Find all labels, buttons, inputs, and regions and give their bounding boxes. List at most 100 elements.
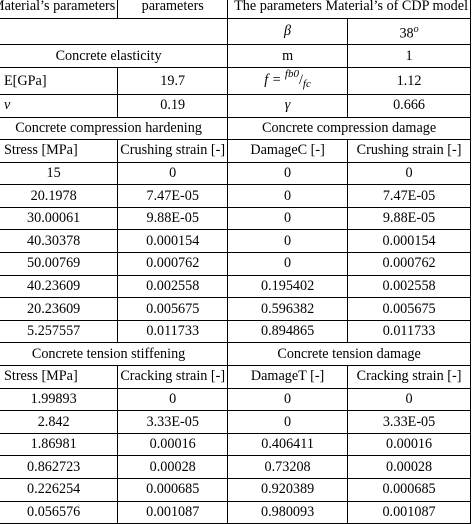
- table-cell: 0.980093: [227, 500, 349, 524]
- table-cell: 0.011733: [347, 319, 472, 344]
- table-cell: 0.011733: [117, 319, 229, 344]
- table-cell: 0.00028: [347, 455, 472, 480]
- table-row: 30.00061 9.88E-05 0 9.88E-05: [0, 206, 472, 231]
- table-cell: 0.056576: [0, 500, 119, 524]
- empty-cell: [0, 17, 118, 46]
- col-header: Cracking strain [-]: [347, 365, 472, 389]
- table-cell: 0: [347, 387, 472, 412]
- table-cell: 0.005675: [117, 297, 229, 321]
- nu-row: ν 0.19 γ 0.666: [0, 93, 472, 118]
- table-cell: 0.000762: [117, 252, 229, 276]
- table-row: 0.862723 0.00028 0.73208 0.00028: [0, 455, 472, 480]
- table-cell: 0.00016: [117, 432, 229, 457]
- table-row: 0.226254 0.000685 0.920389 0.000685: [0, 478, 472, 502]
- table-cell: 0: [227, 387, 349, 412]
- table-cell: 0.00016: [347, 432, 472, 457]
- table-cell: 0.002558: [347, 274, 472, 299]
- col-header: Stress [MPa]: [0, 139, 119, 163]
- col-header: DamageC [-]: [227, 139, 349, 163]
- table-cell: 0.000685: [347, 478, 472, 502]
- table-cell: 0.00028: [117, 455, 229, 480]
- table-cell: 0.001087: [347, 500, 472, 524]
- table-cell: 0.862723: [0, 455, 119, 480]
- header-row: Material’s parameters parameters The par…: [0, 0, 472, 19]
- table-cell: 0.000154: [347, 229, 472, 254]
- table-cell: 0: [117, 387, 229, 412]
- table-cell: 0.005675: [347, 297, 472, 321]
- table-cell: 0.000762: [347, 252, 472, 276]
- table-cell: 0.596382: [227, 297, 349, 321]
- f-lhs: f =: [264, 72, 285, 89]
- e-row: E[GPa] 19.7 f = fb0/fc 1.12: [0, 66, 472, 95]
- table-cell: 0.226254: [0, 478, 119, 502]
- concrete-elasticity-label: Concrete elasticity: [0, 44, 229, 68]
- table-cell: 0.000685: [117, 478, 229, 502]
- gamma-value: 0.666: [347, 93, 472, 118]
- table-cell: 0.920389: [227, 478, 349, 502]
- tension-stiffening-title: Concrete tension stiffening: [0, 342, 229, 367]
- f-slash: /: [298, 72, 303, 89]
- beta-number: 38: [399, 25, 414, 42]
- col-header: Crushing strain [-]: [117, 139, 229, 163]
- table-cell: 0.73208: [227, 455, 349, 480]
- nu-value: 0.19: [117, 93, 229, 118]
- e-value: 19.7: [117, 66, 229, 95]
- table-row: 5.257557 0.011733 0.894865 0.011733: [0, 319, 472, 344]
- table-cell: 3.33E-05: [117, 410, 229, 434]
- table-cell: 0: [227, 161, 349, 186]
- table-cell: 20.23609: [0, 297, 119, 321]
- table-cell: 0: [227, 184, 349, 208]
- table-cell: 0: [227, 252, 349, 276]
- f-fraction: f = fb0/fc: [264, 68, 311, 93]
- table-cell: 9.88E-05: [347, 206, 472, 231]
- elasticity-row: Concrete elasticity m 1: [0, 44, 472, 68]
- table-cell: 50.00769: [0, 252, 119, 276]
- table-cell: 0: [227, 206, 349, 231]
- table-cell: 7.47E-05: [117, 184, 229, 208]
- compression-damage-title: Concrete compression damage: [227, 116, 472, 141]
- table-row: 50.00769 0.000762 0 0.000762: [0, 252, 472, 276]
- table-cell: 40.23609: [0, 274, 119, 299]
- beta-row: β 38o: [0, 17, 472, 46]
- beta-value: 38o: [347, 17, 472, 46]
- compression-section-row: Concrete compression hardening Concrete …: [0, 116, 472, 141]
- table-row: 20.1978 7.47E-05 0 7.47E-05: [0, 184, 472, 208]
- gamma-label: γ: [227, 93, 349, 118]
- table-cell: 30.00061: [0, 206, 119, 231]
- table-cell: 5.257557: [0, 319, 119, 344]
- compression-header-row: Stress [MPa] Crushing strain [-] DamageC…: [0, 139, 472, 163]
- header-materials-parameters: Material’s parameters: [0, 0, 119, 19]
- nu-label: ν: [0, 93, 119, 118]
- table-row: 1.86981 0.00016 0.406411 0.00016: [0, 432, 472, 457]
- tension-header-row: Stress [MPa] Cracking strain [-] DamageT…: [0, 365, 472, 389]
- table-cell: 7.47E-05: [347, 184, 472, 208]
- col-header: DamageT [-]: [227, 365, 349, 389]
- table-row: 40.30378 0.000154 0 0.000154: [0, 229, 472, 254]
- table-row: 20.23609 0.005675 0.596382 0.005675: [0, 297, 472, 321]
- table-row: 0.056576 0.001087 0.980093 0.001087: [0, 500, 472, 524]
- table-cell: 3.33E-05: [347, 410, 472, 434]
- tension-damage-title: Concrete tension damage: [227, 342, 472, 367]
- table-cell: 0.000154: [117, 229, 229, 254]
- table-cell: 0.002558: [117, 274, 229, 299]
- table-row: 40.23609 0.002558 0.195402 0.002558: [0, 274, 472, 299]
- table-cell: 40.30378: [0, 229, 119, 254]
- table-cell: 0: [227, 229, 349, 254]
- table-cell: 2.842: [0, 410, 119, 434]
- f-denominator: fc: [302, 78, 311, 91]
- table-cell: 20.1978: [0, 184, 119, 208]
- table-cell: 0: [117, 161, 229, 186]
- table-cell: 0.406411: [227, 432, 349, 457]
- table-cell: 0: [347, 161, 472, 186]
- f-value: 1.12: [347, 66, 472, 95]
- table-cell: 0.195402: [227, 274, 349, 299]
- table-cell: 0: [227, 410, 349, 434]
- table-row: 2.842 3.33E-05 0 3.33E-05: [0, 410, 472, 434]
- beta-symbol: β: [227, 17, 349, 46]
- col-header: Crushing strain [-]: [347, 139, 472, 163]
- table-cell: 9.88E-05: [117, 206, 229, 231]
- table-row: 1.99893 0 0 0: [0, 387, 472, 412]
- col-header: Cracking strain [-]: [117, 365, 229, 389]
- table-cell: 1.86981: [0, 432, 119, 457]
